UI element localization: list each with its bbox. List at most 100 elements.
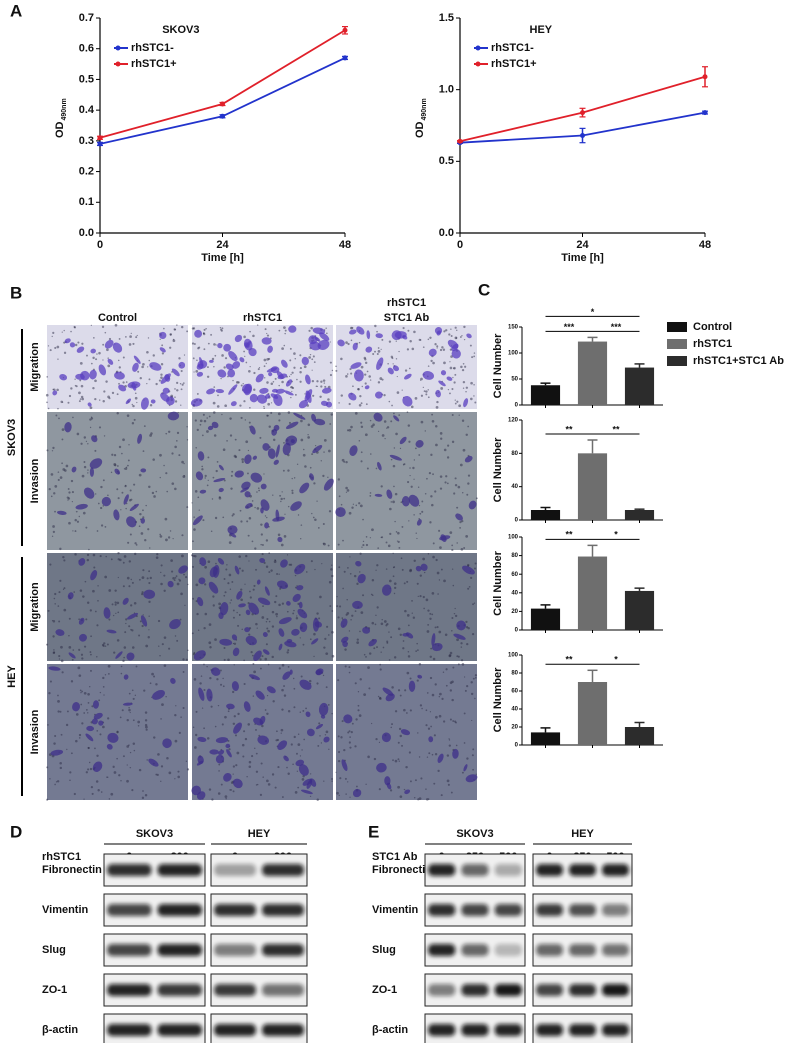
speckle (420, 377, 423, 381)
cell (399, 436, 407, 445)
speckle (454, 607, 456, 610)
speckle (159, 476, 161, 479)
speckle (191, 502, 193, 504)
speckle (473, 355, 476, 358)
cell (219, 602, 229, 616)
speckle (144, 723, 148, 727)
speckle (54, 484, 58, 488)
speckle (339, 605, 342, 608)
speckle (426, 692, 429, 694)
speckle (149, 404, 153, 407)
speckle (238, 567, 241, 570)
speckle (220, 377, 222, 380)
speckle (209, 645, 212, 649)
speckle (225, 797, 227, 800)
speckle (128, 585, 131, 588)
cell (437, 753, 444, 763)
speckle (454, 336, 458, 340)
speckle (451, 629, 453, 632)
speckle (313, 632, 316, 636)
speckle (441, 346, 444, 349)
cell (243, 701, 251, 712)
speckle (67, 401, 70, 404)
speckle (174, 739, 178, 743)
speckle (68, 491, 71, 494)
speckle (224, 795, 228, 798)
cell (79, 633, 87, 642)
speckle (348, 666, 351, 669)
speckle (267, 414, 269, 417)
speckle (343, 748, 346, 752)
y-axis-label: Cell Number (492, 333, 504, 399)
speckle (246, 776, 248, 778)
speckle (452, 376, 454, 379)
speckle (207, 479, 209, 481)
speckle (197, 629, 200, 631)
speckle (396, 391, 400, 394)
band (602, 984, 629, 996)
speckle (243, 730, 246, 733)
speckle (47, 609, 50, 612)
speckle (148, 570, 151, 573)
speckle (229, 588, 232, 590)
speckle (132, 742, 136, 745)
speckle (51, 335, 53, 338)
speckle (223, 366, 226, 369)
speckle (422, 557, 426, 561)
speckle (468, 585, 471, 588)
speckle (397, 758, 400, 761)
speckle (183, 354, 186, 356)
speckle (434, 343, 437, 346)
speckle (214, 354, 217, 357)
protein-label: ZO-1 (372, 984, 397, 996)
speckle (408, 520, 410, 522)
speckle (292, 612, 295, 615)
speckle (443, 579, 446, 583)
blot (532, 973, 633, 1007)
speckle (424, 493, 427, 495)
speckle (381, 434, 385, 437)
speckle (359, 504, 363, 508)
speckle (307, 423, 311, 427)
speckle (136, 334, 138, 337)
speckle (443, 361, 446, 365)
speckle (445, 684, 448, 687)
speckle (418, 756, 421, 758)
speckle (193, 516, 195, 518)
speckle (459, 336, 462, 338)
blot (424, 853, 526, 887)
band (428, 1024, 456, 1036)
speckle (365, 536, 368, 538)
speckle (95, 358, 98, 361)
speckle (46, 766, 49, 769)
cell (236, 590, 243, 600)
cell (259, 715, 266, 725)
speckle (307, 434, 309, 436)
cell (466, 333, 472, 339)
speckle (280, 543, 284, 547)
speckle (443, 720, 446, 723)
band (602, 864, 629, 876)
speckle (133, 749, 136, 752)
speckle (78, 391, 81, 395)
speckle (186, 768, 190, 771)
speckle (426, 756, 429, 758)
speckle (155, 490, 158, 493)
speckle (46, 376, 49, 378)
speckle (97, 599, 99, 602)
speckle (451, 413, 454, 416)
speckle (456, 329, 458, 332)
cell (284, 641, 297, 648)
speckle (309, 353, 312, 356)
x-tick-label: 0 (457, 239, 463, 251)
speckle (132, 697, 135, 700)
cell (106, 743, 113, 750)
speckle (417, 732, 419, 734)
speckle (431, 591, 435, 595)
speckle (87, 443, 89, 445)
speckle (419, 339, 422, 341)
speckle (350, 730, 353, 734)
speckle (456, 400, 459, 403)
speckle (385, 541, 388, 544)
